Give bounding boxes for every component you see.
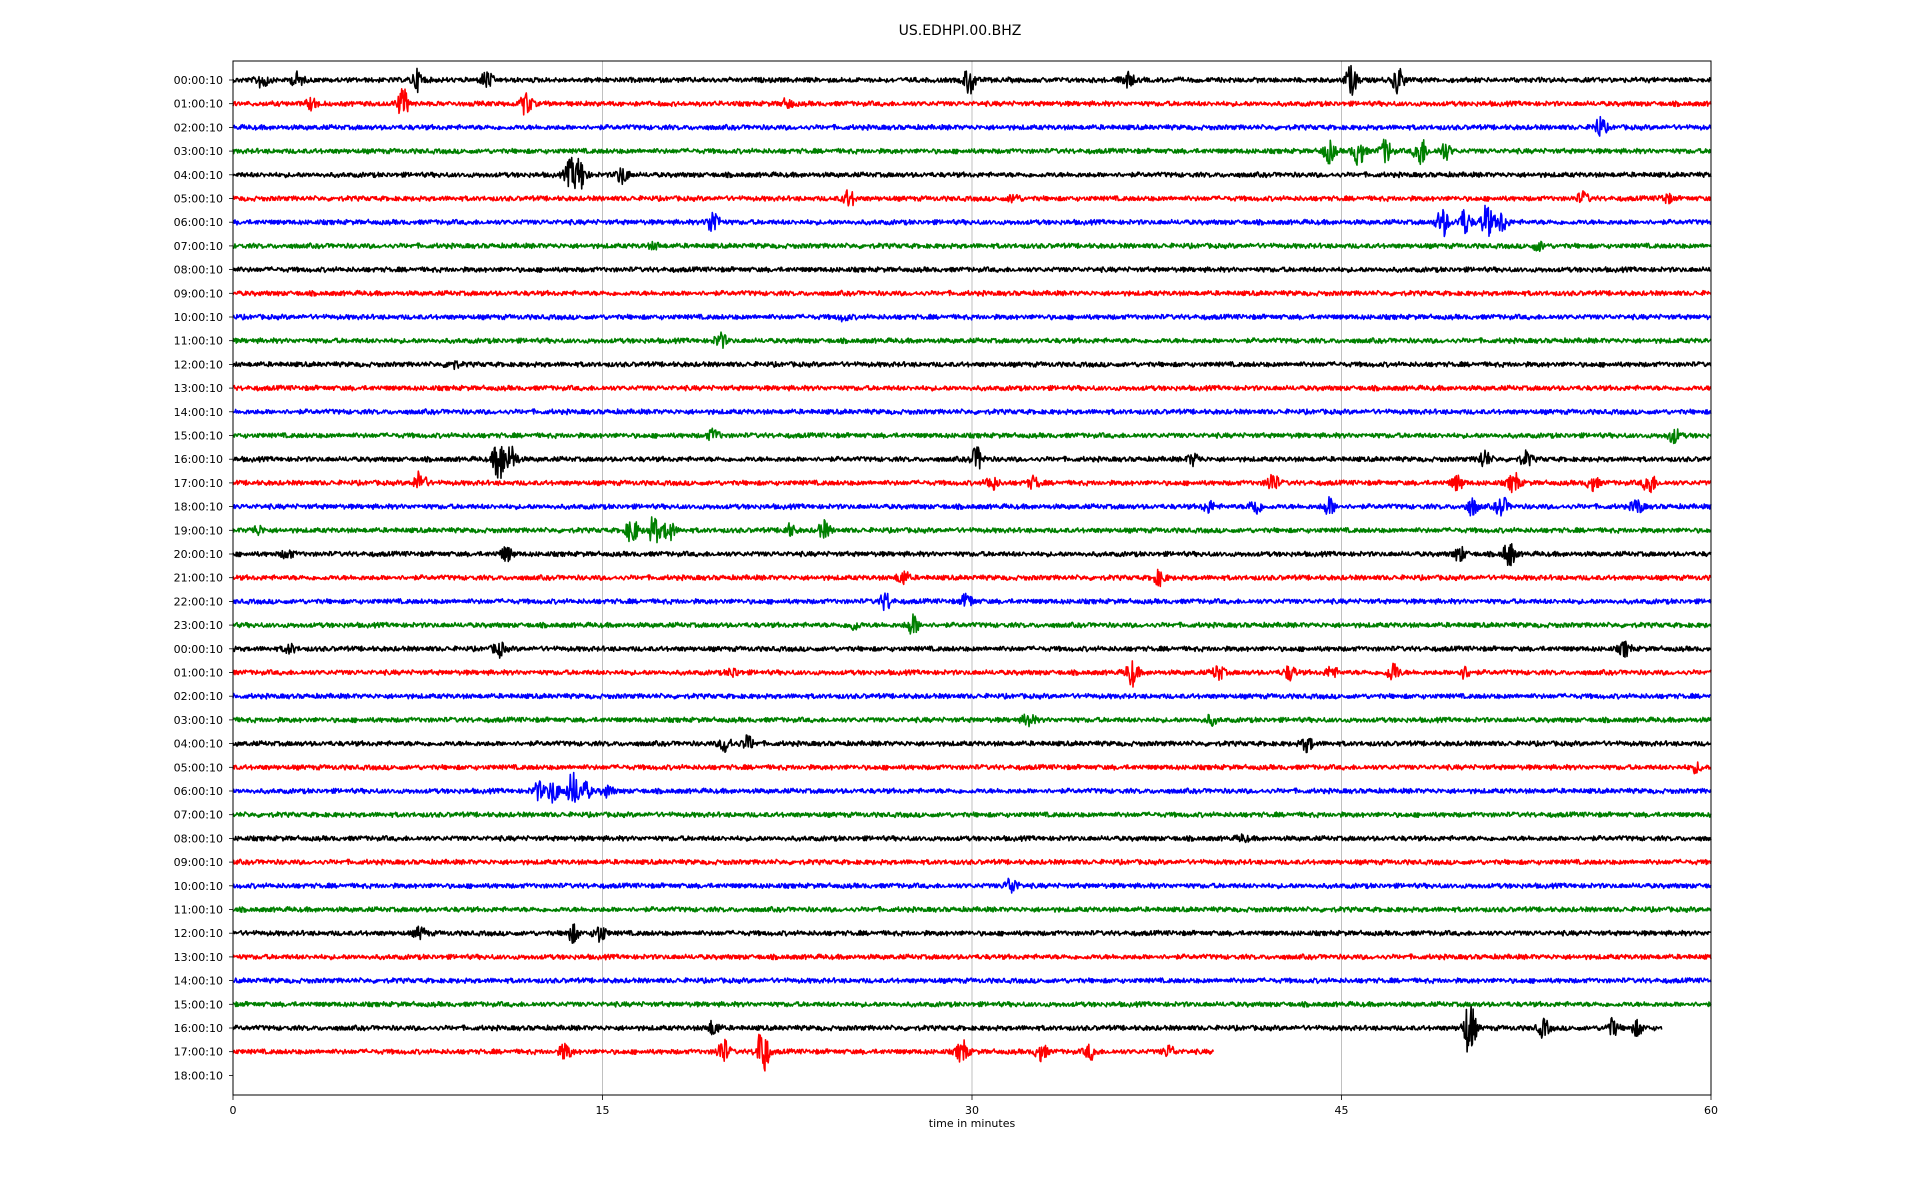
trace-row-2 bbox=[232, 88, 1712, 116]
y-tick-label: 23:00:10 bbox=[174, 619, 223, 632]
trace-row-34 bbox=[232, 858, 1712, 866]
trace-row-13 bbox=[232, 360, 1712, 371]
trace-row-41 bbox=[232, 1005, 1663, 1053]
trace-row-1 bbox=[232, 64, 1712, 96]
y-tick-label: 02:00:10 bbox=[174, 690, 223, 703]
trace-row-7 bbox=[232, 204, 1712, 238]
trace-row-31 bbox=[232, 771, 1712, 804]
y-tick-label: 14:00:10 bbox=[174, 975, 223, 988]
x-tick-label: 45 bbox=[1335, 1104, 1349, 1117]
y-tick-label: 07:00:10 bbox=[174, 240, 223, 253]
trace-row-22 bbox=[232, 568, 1712, 588]
trace-row-15 bbox=[232, 408, 1712, 416]
trace-row-24 bbox=[232, 613, 1712, 635]
trace-row-25 bbox=[232, 640, 1712, 659]
y-tick-label: 03:00:10 bbox=[174, 145, 223, 158]
y-tick-label: 20:00:10 bbox=[174, 548, 223, 561]
y-tick-label: 06:00:10 bbox=[174, 216, 223, 229]
y-tick-label: 03:00:10 bbox=[174, 714, 223, 727]
trace-row-19 bbox=[232, 496, 1712, 517]
seismic-traces bbox=[232, 64, 1712, 1072]
y-tick-label: 08:00:10 bbox=[174, 264, 223, 277]
trace-row-10 bbox=[232, 289, 1712, 297]
y-tick-label: 13:00:10 bbox=[174, 382, 223, 395]
trace-row-21 bbox=[232, 543, 1712, 567]
trace-row-14 bbox=[232, 384, 1712, 392]
y-tick-label: 01:00:10 bbox=[174, 98, 223, 111]
trace-row-8 bbox=[232, 240, 1712, 253]
trace-row-32 bbox=[232, 811, 1712, 819]
y-tick-label: 09:00:10 bbox=[174, 856, 223, 869]
y-tick-label: 00:00:10 bbox=[174, 74, 223, 87]
trace-row-6 bbox=[232, 189, 1712, 207]
y-tick-label: 14:00:10 bbox=[174, 406, 223, 419]
trace-row-37 bbox=[232, 923, 1712, 944]
y-tick-label: 10:00:10 bbox=[174, 311, 223, 324]
y-tick-label: 07:00:10 bbox=[174, 809, 223, 822]
y-tick-label: 09:00:10 bbox=[174, 287, 223, 300]
trace-row-35 bbox=[232, 877, 1712, 894]
y-tick-label: 12:00:10 bbox=[174, 927, 223, 940]
trace-row-9 bbox=[232, 266, 1712, 274]
y-tick-label: 12:00:10 bbox=[174, 358, 223, 371]
y-tick-label: 15:00:10 bbox=[174, 998, 223, 1011]
trace-row-4 bbox=[232, 138, 1712, 166]
trace-row-39 bbox=[232, 977, 1712, 985]
y-tick-labels: 00:00:10 01:00:10 02:00:10 03:00:10 04:00:10… bbox=[174, 74, 233, 1082]
y-tick-label: 11:00:10 bbox=[174, 335, 223, 348]
trace-row-30 bbox=[232, 761, 1712, 775]
y-tick-label: 06:00:10 bbox=[174, 785, 223, 798]
trace-row-18 bbox=[232, 470, 1712, 494]
y-tick-label: 05:00:10 bbox=[174, 193, 223, 206]
y-tick-label: 19:00:10 bbox=[174, 524, 223, 537]
trace-row-11 bbox=[232, 313, 1712, 323]
x-tick-label: 60 bbox=[1704, 1104, 1718, 1117]
y-tick-label: 17:00:10 bbox=[174, 477, 223, 490]
x-axis-label: time in minutes bbox=[929, 1117, 1016, 1130]
y-tick-label: 04:00:10 bbox=[174, 738, 223, 751]
y-tick-label: 17:00:10 bbox=[174, 1046, 223, 1059]
y-tick-label: 10:00:10 bbox=[174, 880, 223, 893]
trace-row-33 bbox=[232, 833, 1712, 844]
y-tick-label: 13:00:10 bbox=[174, 951, 223, 964]
trace-row-3 bbox=[232, 115, 1712, 137]
x-tick-label: 30 bbox=[965, 1104, 979, 1117]
y-tick-label: 21:00:10 bbox=[174, 572, 223, 585]
trace-row-26 bbox=[232, 660, 1712, 688]
y-tick-label: 00:00:10 bbox=[174, 643, 223, 656]
y-tick-label: 22:00:10 bbox=[174, 595, 223, 608]
y-tick-label: 16:00:10 bbox=[174, 1022, 223, 1035]
trace-row-42 bbox=[232, 1033, 1215, 1072]
y-tick-label: 05:00:10 bbox=[174, 761, 223, 774]
x-tick-label: 15 bbox=[596, 1104, 610, 1117]
trace-row-40 bbox=[232, 1000, 1712, 1008]
trace-row-12 bbox=[232, 331, 1712, 349]
chart-title: US.EDHPI.00.BHZ bbox=[899, 23, 1022, 39]
trace-row-36 bbox=[232, 905, 1712, 913]
trace-row-23 bbox=[232, 592, 1712, 612]
y-tick-label: 15:00:10 bbox=[174, 430, 223, 443]
x-tick-label: 0 bbox=[230, 1104, 237, 1117]
trace-row-20 bbox=[232, 516, 1712, 544]
trace-row-17 bbox=[232, 445, 1712, 479]
y-tick-label: 18:00:10 bbox=[174, 1069, 223, 1082]
y-tick-label: 08:00:10 bbox=[174, 832, 223, 845]
y-tick-label: 18:00:10 bbox=[174, 501, 223, 514]
trace-row-16 bbox=[232, 427, 1712, 445]
trace-row-5 bbox=[232, 156, 1712, 190]
trace-row-38 bbox=[232, 953, 1712, 961]
trace-row-27 bbox=[232, 692, 1712, 700]
x-ticks: 0 15 30 45 60 bbox=[230, 1095, 1718, 1117]
y-tick-label: 11:00:10 bbox=[174, 904, 223, 917]
trace-row-28 bbox=[232, 713, 1712, 728]
y-tick-label: 16:00:10 bbox=[174, 453, 223, 466]
y-tick-label: 04:00:10 bbox=[174, 169, 223, 182]
y-tick-label: 01:00:10 bbox=[174, 667, 223, 680]
trace-row-29 bbox=[232, 734, 1712, 754]
y-tick-label: 02:00:10 bbox=[174, 121, 223, 134]
